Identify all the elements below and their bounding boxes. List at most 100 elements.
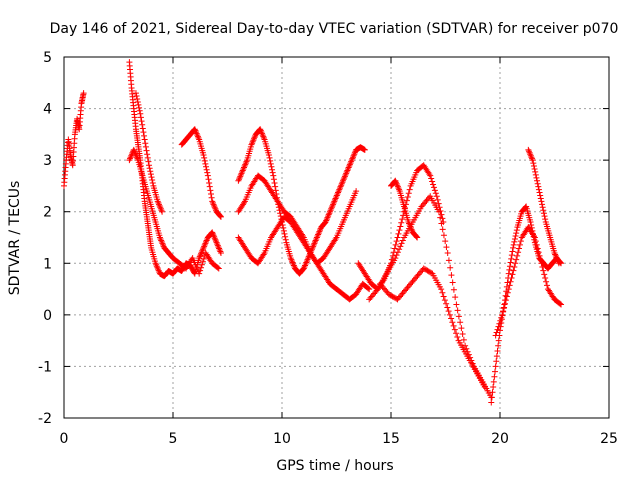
data-point: [501, 304, 508, 311]
y-tick-label: 0: [43, 308, 52, 324]
x-axis-label: GPS time / hours: [276, 458, 393, 474]
data-point: [133, 154, 140, 161]
data-point: [452, 294, 459, 301]
data-point: [305, 255, 312, 262]
data-point: [338, 182, 345, 189]
data-point: [495, 323, 502, 330]
data-point: [391, 245, 398, 252]
data-point: [332, 235, 339, 242]
data-point: [500, 308, 507, 315]
y-tick-label: 1: [43, 256, 52, 272]
data-point: [453, 330, 460, 337]
data-point: [513, 230, 520, 237]
data-point: [155, 266, 162, 273]
data-point: [534, 245, 541, 252]
data-point: [197, 267, 204, 274]
x-tick-label: 0: [60, 431, 69, 447]
data-point: [130, 146, 137, 153]
data-point: [366, 286, 373, 293]
data-point: [198, 261, 205, 268]
data-point: [504, 289, 511, 296]
data-point: [527, 152, 534, 159]
y-tick-label: 5: [43, 50, 52, 66]
data-point: [154, 264, 161, 271]
data-point: [458, 325, 465, 332]
y-tick-label: 3: [43, 153, 52, 169]
data-point: [257, 126, 264, 133]
data-point: [132, 90, 139, 97]
data-point: [158, 207, 165, 214]
data-point: [506, 282, 513, 289]
data-point: [392, 177, 399, 184]
data-point: [325, 211, 332, 218]
data-point: [495, 337, 502, 344]
data-point: [508, 275, 515, 282]
series-seg-e: [178, 126, 224, 220]
data-point: [406, 186, 413, 193]
data-point: [396, 246, 403, 253]
data-point: [496, 320, 503, 327]
data-point: [540, 210, 547, 217]
axis-ticks: [63, 56, 610, 419]
data-point: [147, 171, 154, 178]
data-point: [149, 179, 156, 186]
data-point: [535, 249, 542, 256]
data-point: [216, 247, 223, 254]
data-point: [525, 148, 532, 155]
data-point: [340, 176, 347, 183]
data-point: [489, 389, 496, 396]
data-point: [215, 244, 222, 251]
data-point: [288, 256, 295, 263]
data-point: [316, 228, 323, 235]
data-point: [141, 136, 148, 143]
data-point: [142, 140, 149, 147]
data-point: [259, 130, 266, 137]
data-point: [200, 151, 207, 158]
data-point: [530, 160, 537, 167]
series-seg-n: [492, 224, 565, 339]
data-point: [217, 248, 224, 255]
data-point: [302, 262, 309, 269]
data-point: [403, 197, 410, 204]
data-point: [346, 161, 353, 168]
data-point: [522, 204, 529, 211]
data-point: [552, 252, 559, 259]
data-point: [343, 168, 350, 175]
data-point: [501, 300, 508, 307]
data-point: [541, 213, 548, 220]
data-point: [542, 275, 549, 282]
data-point: [513, 256, 520, 263]
data-point: [535, 186, 542, 193]
data-point: [209, 198, 216, 205]
data-point: [257, 127, 264, 134]
data-point: [399, 216, 406, 223]
data-point: [394, 182, 401, 189]
data-point: [459, 331, 466, 338]
series-seg-c: [126, 146, 222, 277]
data-point: [353, 188, 360, 195]
data-point: [192, 127, 199, 134]
data-point: [448, 315, 455, 322]
data-point: [346, 163, 353, 170]
series-seg-a: [61, 90, 87, 189]
data-point: [194, 133, 201, 140]
data-point: [335, 189, 342, 196]
data-point: [532, 238, 539, 245]
data-point: [404, 193, 411, 200]
data-point: [361, 146, 368, 153]
data-point: [507, 259, 514, 266]
data-point: [211, 235, 218, 242]
data-point: [345, 164, 352, 171]
data-point: [553, 255, 560, 262]
data-point: [397, 223, 404, 230]
data-points: [61, 59, 565, 406]
data-point: [506, 266, 513, 273]
data-point: [198, 249, 205, 256]
data-point: [551, 249, 558, 256]
data-point: [199, 247, 206, 254]
data-point: [392, 179, 399, 186]
data-point: [350, 152, 357, 159]
data-point: [134, 95, 141, 102]
data-point: [194, 132, 201, 139]
data-point: [270, 172, 277, 179]
